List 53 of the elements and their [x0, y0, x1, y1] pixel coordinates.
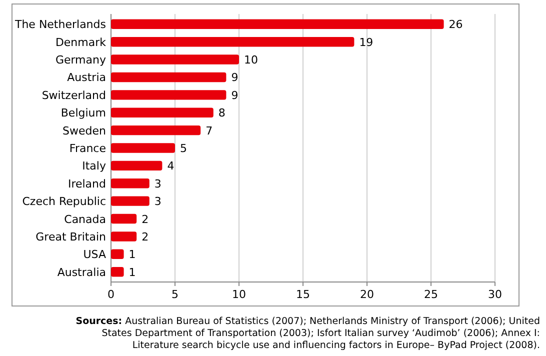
data-label: 7 — [206, 124, 213, 138]
data-label: 2 — [142, 230, 149, 244]
data-label: 4 — [167, 160, 174, 173]
bar — [111, 266, 124, 277]
y-tick-label: Germany — [55, 54, 106, 67]
data-label: 9 — [231, 88, 238, 102]
x-tick-label: 15 — [296, 288, 310, 301]
data-label: 3 — [154, 195, 162, 208]
bar — [111, 90, 226, 100]
y-tick-label: Belgium — [60, 106, 106, 120]
y-tick-label: Great Britain — [36, 230, 106, 244]
data-label: 10 — [244, 54, 258, 67]
bar — [111, 214, 137, 224]
y-tick-label: Czech Republic — [22, 195, 106, 208]
bar — [111, 108, 214, 118]
x-tick-label: 20 — [360, 288, 374, 301]
y-tick-label: Denmark — [55, 36, 107, 49]
data-label: 1 — [128, 248, 136, 262]
bar — [111, 36, 354, 47]
bar — [111, 160, 162, 171]
bar — [111, 178, 150, 188]
data-label: 26 — [448, 18, 463, 32]
data-label: 9 — [231, 71, 238, 84]
y-tick-label: Switzerland — [42, 88, 106, 102]
x-tick-label: 25 — [424, 288, 438, 301]
bar — [111, 125, 201, 136]
data-label: 8 — [218, 106, 226, 120]
bar — [111, 72, 226, 82]
y-tick-label: Ireland — [68, 177, 106, 190]
data-label: 2 — [142, 212, 149, 226]
data-label: 1 — [128, 266, 136, 279]
x-tick-label: 10 — [232, 288, 246, 301]
y-tick-label: Australia — [57, 266, 106, 279]
y-tick-label: Austria — [67, 71, 106, 84]
y-tick-label: Sweden — [62, 124, 106, 138]
y-tick-label: Canada — [64, 212, 106, 226]
bar — [111, 196, 150, 206]
bar — [111, 249, 124, 260]
y-tick-label: USA — [83, 248, 106, 262]
bar — [111, 54, 239, 64]
source-note: Sources: Australian Bureau of Statistics (2007); Netherlands Ministry of Transport (2006); United States Department of Transportation (2003); Isfort Italian survey ‘Audimob’ (2006); Annex I: Literature search bicycle use and influencing factors in Europe– ByPad Project (2008). — [76, 316, 540, 351]
x-tick-label: 30 — [488, 288, 502, 301]
y-tick-label: Italy — [82, 160, 106, 173]
data-label: 3 — [154, 177, 162, 190]
bar — [111, 143, 175, 153]
x-tick-label: 5 — [172, 288, 178, 301]
bar — [111, 19, 444, 30]
y-tick-label: The Netherlands — [14, 18, 106, 32]
x-tick-label: 0 — [108, 288, 114, 301]
bar — [111, 232, 137, 242]
data-label: 5 — [180, 142, 187, 155]
data-label: 19 — [359, 36, 374, 49]
y-tick-label: France — [69, 142, 106, 155]
